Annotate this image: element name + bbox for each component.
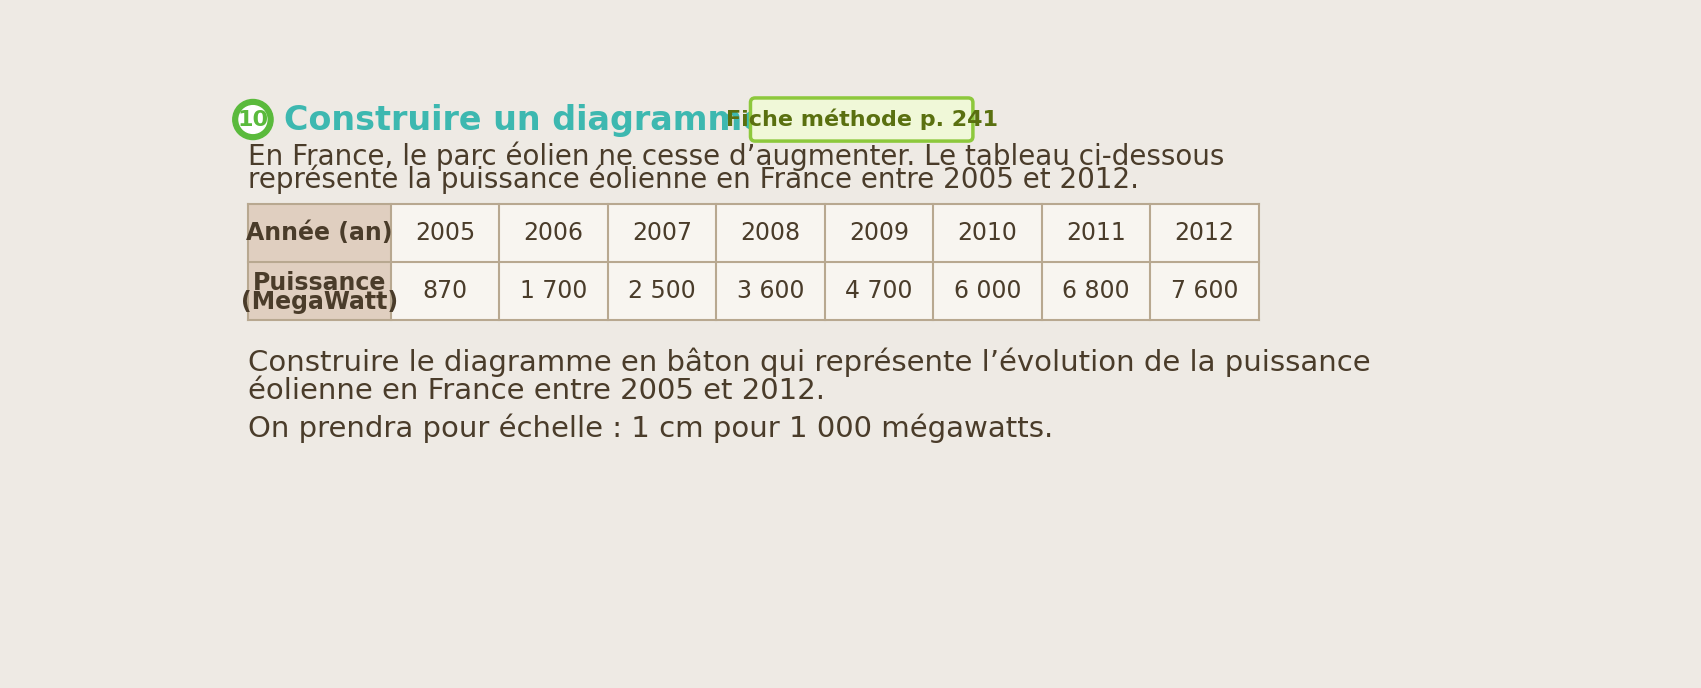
Text: En France, le parc éolien ne cesse d’augmenter. Le tableau ci-dessous: En France, le parc éolien ne cesse d’aug… — [248, 142, 1225, 171]
Text: Construire un diagramme en bâtons: Construire un diagramme en bâtons — [284, 103, 963, 137]
Circle shape — [233, 100, 274, 140]
Text: 7 600: 7 600 — [1170, 279, 1238, 303]
Text: 1 700: 1 700 — [521, 279, 587, 303]
Text: 6 800: 6 800 — [1063, 279, 1129, 303]
Text: Puissance: Puissance — [252, 271, 386, 295]
Text: représente la puissance éolienne en France entre 2005 et 2012.: représente la puissance éolienne en Fran… — [248, 165, 1138, 194]
Text: Construire le diagramme en bâton qui représente l’évolution de la puissance: Construire le diagramme en bâton qui rep… — [248, 347, 1369, 377]
Text: Fiche méthode p. 241: Fiche méthode p. 241 — [726, 109, 998, 130]
Text: 2009: 2009 — [849, 221, 908, 245]
Text: 2010: 2010 — [958, 221, 1017, 245]
Bar — [248, 204, 391, 262]
Text: 2006: 2006 — [524, 221, 583, 245]
Circle shape — [238, 106, 267, 133]
Text: 2008: 2008 — [740, 221, 801, 245]
Text: 2011: 2011 — [1067, 221, 1126, 245]
Text: 2012: 2012 — [1175, 221, 1235, 245]
Text: 3 600: 3 600 — [737, 279, 805, 303]
Text: (MegaWatt): (MegaWatt) — [240, 290, 398, 314]
Text: 2005: 2005 — [415, 221, 475, 245]
Bar — [248, 204, 1259, 320]
Text: 6 000: 6 000 — [954, 279, 1021, 303]
Text: On prendra pour échelle : 1 cm pour 1 000 mégawatts.: On prendra pour échelle : 1 cm pour 1 00… — [248, 413, 1053, 443]
Text: 10: 10 — [238, 109, 269, 129]
Bar — [248, 262, 391, 320]
Text: 2007: 2007 — [633, 221, 692, 245]
FancyBboxPatch shape — [750, 98, 973, 141]
Text: 870: 870 — [422, 279, 468, 303]
Text: 2 500: 2 500 — [628, 279, 696, 303]
Text: 4 700: 4 700 — [845, 279, 913, 303]
Text: éolienne en France entre 2005 et 2012.: éolienne en France entre 2005 et 2012. — [248, 377, 825, 405]
Text: Année (an): Année (an) — [247, 221, 393, 245]
